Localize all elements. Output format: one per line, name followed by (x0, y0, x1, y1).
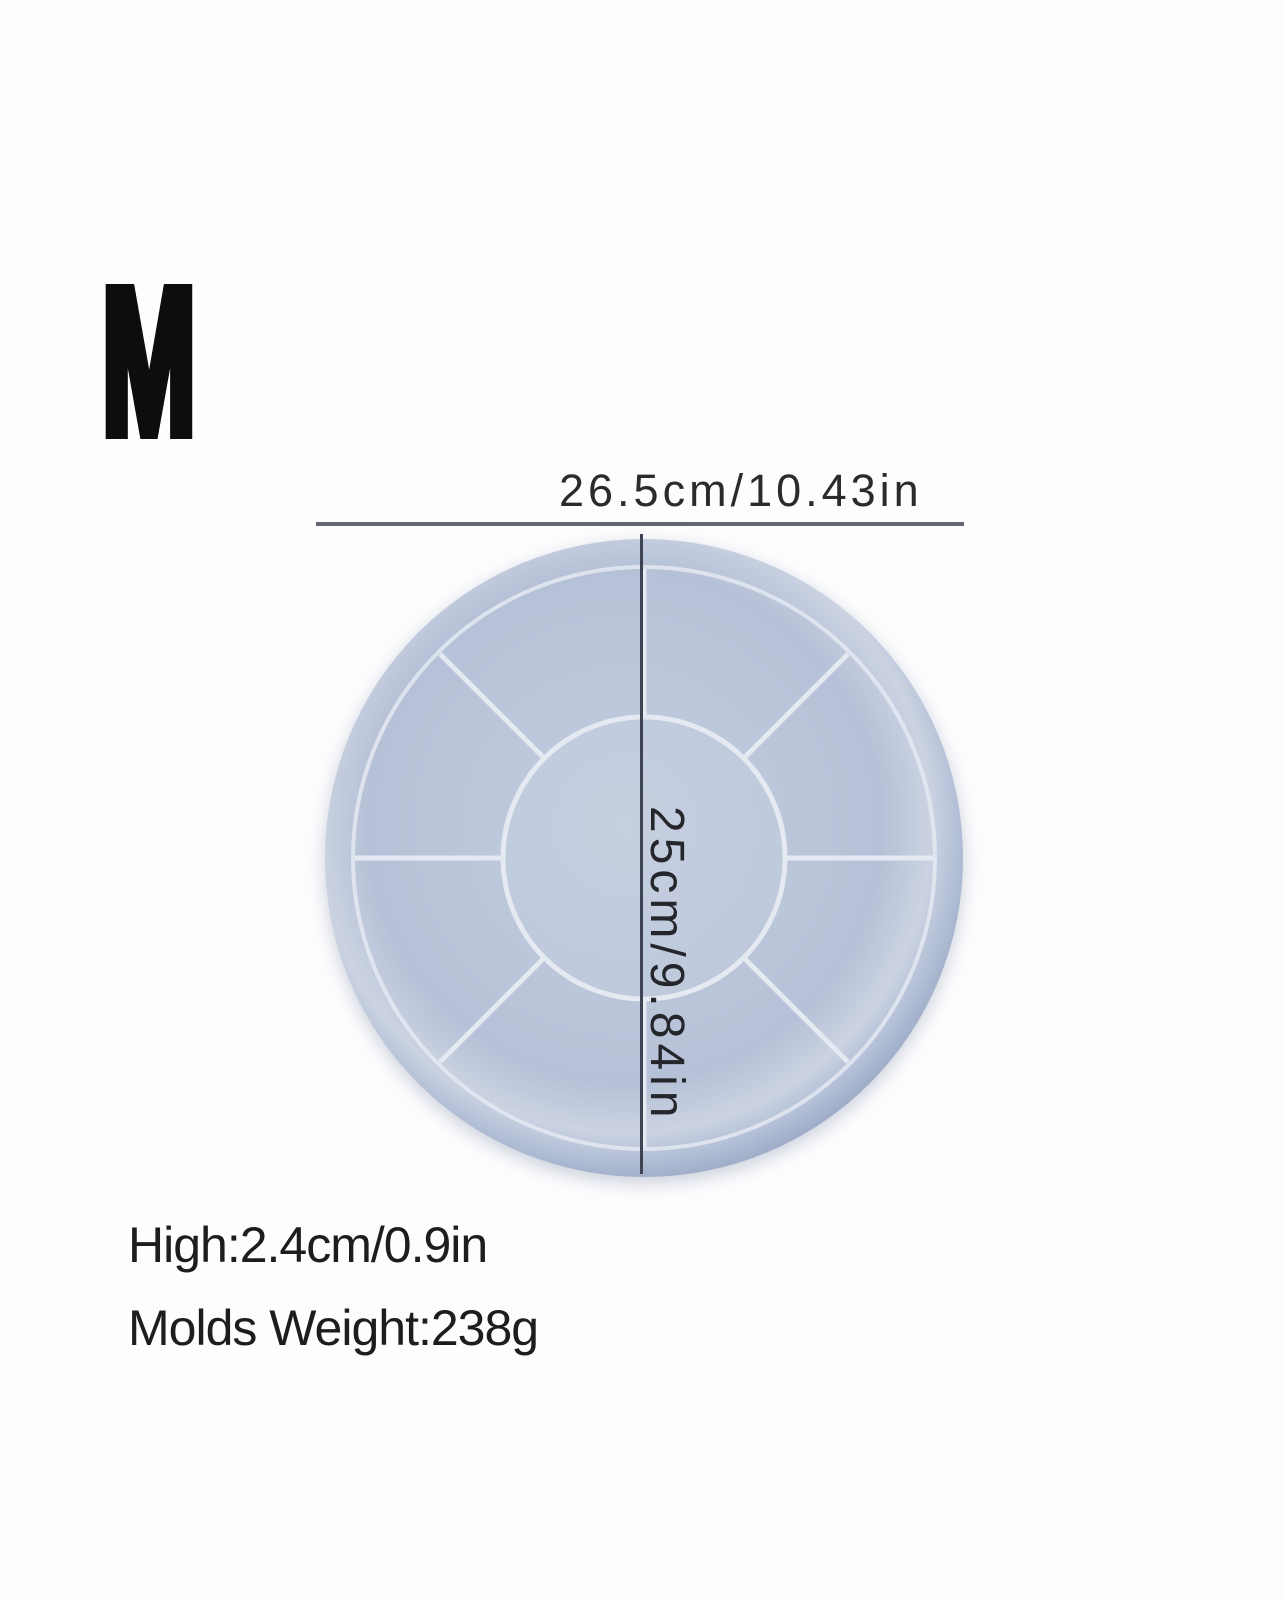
diameter-dimension-label: 26.5cm/10.43in (559, 465, 923, 516)
mold-divider-lines (355, 569, 933, 1147)
mold-rim-groove (351, 565, 937, 1151)
mold-divider-line (742, 652, 850, 760)
mold-divider-line (742, 956, 850, 1064)
vertical-dimension-line (640, 534, 643, 1174)
mold-divider-line (438, 652, 546, 760)
height-spec-text: High:2.4cm/0.9in (128, 1217, 488, 1273)
diameter-dimension-line (316, 522, 964, 526)
mold-divider-line (438, 956, 546, 1064)
brand-letter-m: M (98, 247, 200, 476)
mold-center-circle (500, 714, 788, 1002)
round-tray-mold-illustration (325, 539, 963, 1177)
weight-spec-text: Molds Weight:238g (128, 1300, 539, 1356)
vertical-dimension-label: 25cm/9.84in (640, 806, 693, 1123)
